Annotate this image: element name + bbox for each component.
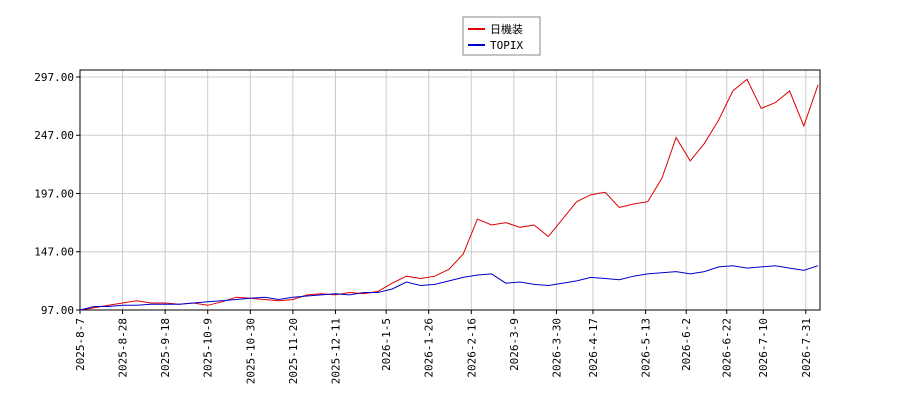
series-line (79, 265, 819, 311)
y-tick-label: 147.00 (34, 246, 74, 259)
y-tick-label: 247.00 (34, 129, 74, 142)
x-tick-label: 2025-10-9 (202, 318, 215, 378)
x-tick-label: 2025-10-30 (244, 318, 257, 384)
x-tick-label: 2026-7-31 (800, 318, 813, 378)
legend-label: TOPIX (490, 39, 523, 52)
x-tick-label: 2026-5-13 (640, 318, 653, 378)
x-tick-label: 2026-1-5 (380, 318, 393, 371)
x-tick-label: 2026-1-26 (423, 318, 436, 378)
series-line (79, 78, 819, 311)
x-tick-label: 2026-2-16 (465, 318, 478, 378)
plot-frame (79, 69, 821, 311)
x-tick-label: 2025-9-18 (159, 318, 172, 378)
x-tick-label: 2025-8-7 (74, 318, 87, 371)
x-tick-label: 2026-6-2 (680, 318, 693, 371)
x-tick-label: 2026-3-9 (508, 318, 521, 371)
y-tick-label: 197.00 (34, 187, 74, 200)
x-tick-label: 2026-4-17 (587, 318, 600, 378)
y-tick-label: 97.00 (41, 304, 74, 317)
legend-box (462, 16, 541, 56)
y-tick-label: 297.00 (34, 71, 74, 84)
x-tick-label: 2025-8-28 (117, 318, 130, 378)
legend-label: 日機装 (490, 22, 523, 36)
x-tick-label: 2026-6-22 (721, 318, 734, 378)
x-tick-label: 2026-3-30 (550, 318, 563, 378)
x-tick-label: 2025-11-20 (287, 318, 300, 384)
x-tick-label: 2026-7-10 (757, 318, 770, 378)
x-tick-label: 2025-12-11 (329, 318, 342, 384)
